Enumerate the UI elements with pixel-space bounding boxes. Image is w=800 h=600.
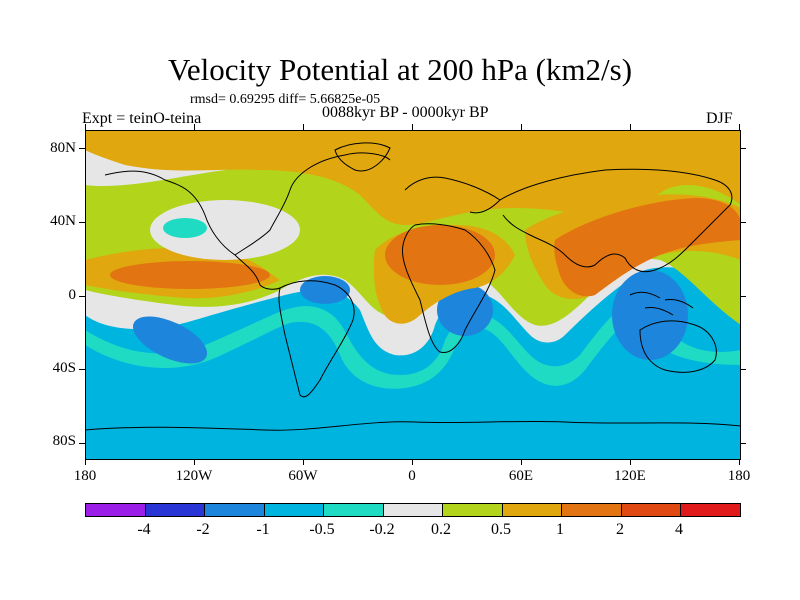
colorbar-label: -4	[137, 521, 151, 538]
lon-tick	[739, 124, 740, 130]
colorbar-label: -2	[196, 521, 210, 538]
field-cyan-north-america	[163, 218, 207, 238]
lat-tick	[740, 148, 746, 149]
field-darkblue-south-america	[300, 276, 350, 304]
lon-tick	[521, 124, 522, 130]
colorbar-label: 0.5	[491, 521, 511, 538]
experiment-label: Expt = teinO-teina	[82, 110, 202, 127]
lon-tick	[412, 459, 413, 465]
lon-tick	[521, 459, 522, 465]
lon-label-60w: 60W	[288, 468, 318, 484]
colorbar-label: -0.5	[309, 521, 335, 538]
lat-tick	[740, 222, 746, 223]
field-darkblue-south-pacific	[132, 316, 208, 364]
coast-north-america	[104, 152, 391, 290]
lon-tick	[630, 124, 631, 130]
coast-eurasia	[499, 168, 733, 273]
lat-tick	[79, 369, 85, 370]
coast-greenland	[334, 142, 391, 172]
field-darkorange-asia	[554, 198, 741, 297]
field-darkblue-indonesia	[612, 270, 688, 360]
lat-label-80s: 80S	[52, 433, 76, 449]
season-label: DJF	[706, 110, 733, 127]
lon-label-180e: 180	[727, 468, 751, 484]
lon-tick	[303, 124, 304, 130]
lat-tick	[79, 443, 85, 444]
colorbar-label: -0.2	[369, 521, 395, 538]
lat-label-equator: 0	[68, 287, 77, 303]
coast-indonesia	[629, 291, 694, 316]
colorbar-label: 2	[616, 521, 624, 538]
lat-tick	[79, 148, 85, 149]
lon-label-120w: 120W	[175, 468, 213, 484]
field-darkblue-africa	[437, 284, 493, 336]
lon-tick	[412, 124, 413, 130]
lon-tick	[194, 459, 195, 465]
field-white-north-america	[150, 200, 300, 260]
colorbar-label: 1	[556, 521, 564, 538]
colorbar-swatch	[324, 504, 384, 516]
coastlines	[85, 142, 741, 431]
lon-tick	[85, 124, 86, 130]
colorbar-swatch	[443, 504, 503, 516]
lon-tick	[303, 459, 304, 465]
coast-south-america	[278, 280, 355, 398]
lat-tick	[740, 443, 746, 444]
colorbar-swatch	[145, 504, 206, 516]
period-label: 0088kyr BP - 0000kyr BP	[322, 104, 489, 121]
colorbar-swatch	[86, 504, 146, 516]
colorbar-label: -1	[256, 521, 270, 538]
lon-tick	[194, 124, 195, 130]
lat-label-40s: 40S	[52, 360, 76, 376]
lon-label-180w: 180	[73, 468, 97, 484]
lon-label-120e: 120E	[614, 468, 646, 484]
colorbar-swatch	[621, 504, 682, 516]
stats-line: rmsd= 0.69295 diff= 5.66825e-05	[190, 92, 381, 107]
colorbar-label: 0.2	[431, 521, 451, 538]
lat-tick	[740, 369, 746, 370]
field-darkorange-africa	[385, 225, 495, 285]
lat-tick	[740, 296, 746, 297]
lon-label-60e: 60E	[508, 468, 534, 484]
coast-europe-africa	[401, 176, 501, 354]
colorbar-swatch	[383, 504, 444, 516]
colorbar-swatch	[205, 504, 265, 516]
map-canvas	[85, 130, 741, 460]
map-title: Velocity Potential at 200 hPa (km2/s)	[167, 52, 633, 87]
lon-tick	[630, 459, 631, 465]
field-darkorange-east-pacific	[110, 261, 270, 289]
lon-label-0: 0	[408, 468, 416, 484]
lon-tick	[739, 459, 740, 465]
colorbar-swatch	[681, 504, 741, 516]
colorbar-swatch	[502, 504, 563, 516]
contour-map	[85, 130, 741, 460]
coast-antarctica	[85, 420, 741, 431]
colorbar	[85, 503, 741, 517]
colorbar-swatch	[264, 504, 325, 516]
lat-label-80n: 80N	[50, 140, 76, 156]
coast-australia	[639, 320, 717, 373]
lat-tick	[79, 296, 85, 297]
lat-label-40n: 40N	[50, 213, 76, 229]
field-orange-north	[85, 130, 741, 225]
field-blue-south	[85, 315, 741, 460]
lon-tick	[85, 459, 86, 465]
lat-tick	[79, 222, 85, 223]
colorbar-label: 4	[675, 521, 683, 538]
colorbar-swatch	[562, 504, 622, 516]
